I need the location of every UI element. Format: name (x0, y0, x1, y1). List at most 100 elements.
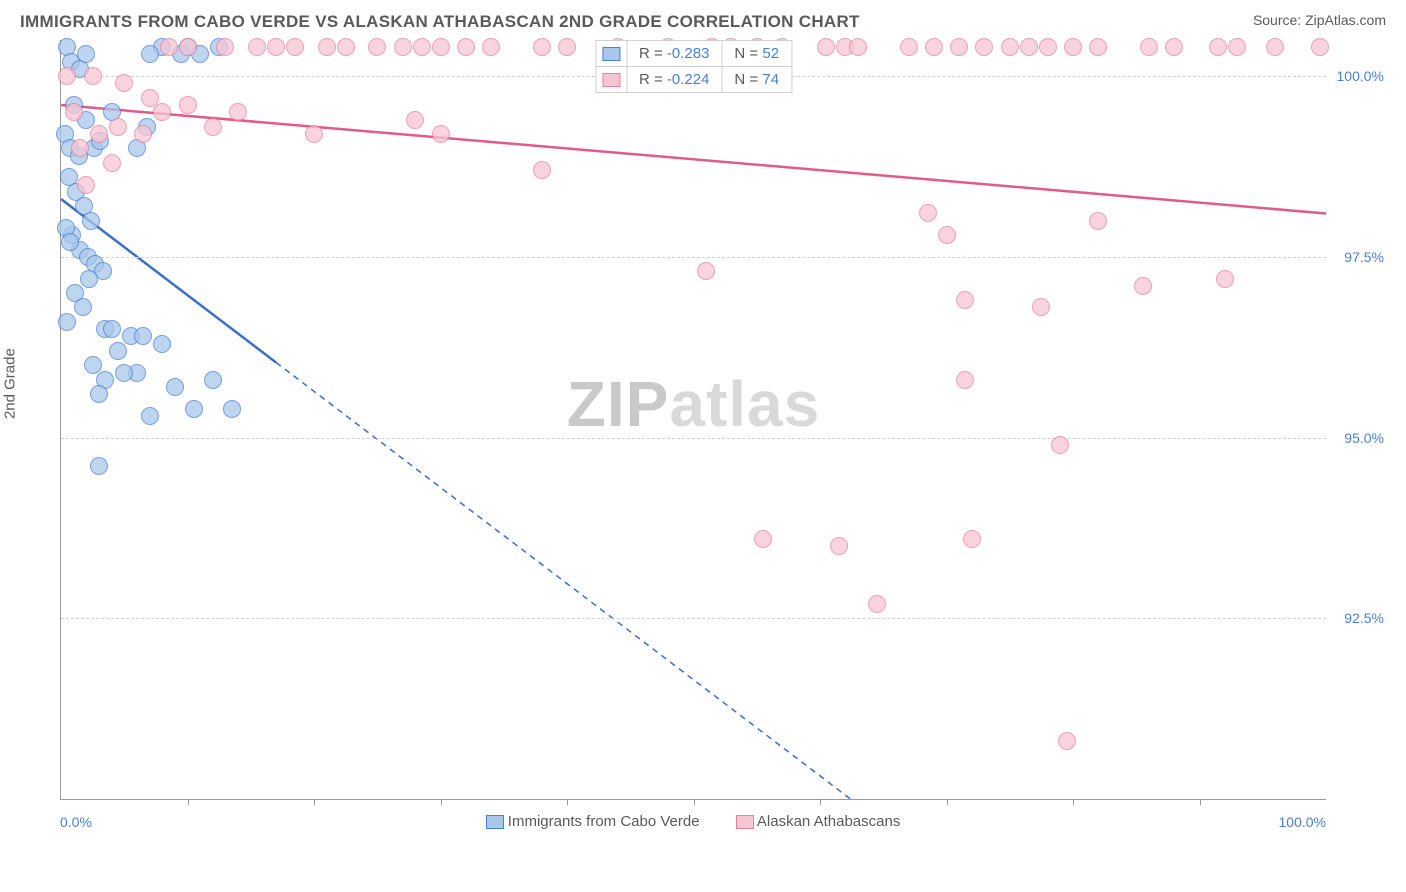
scatter-point (82, 212, 100, 230)
scatter-point (368, 38, 386, 56)
series-legend: Immigrants from Cabo Verde Alaskan Athab… (60, 813, 1326, 830)
x-tick (567, 799, 568, 805)
source-attribution: Source: ZipAtlas.com (1253, 12, 1386, 28)
scatter-point (938, 226, 956, 244)
scatter-point (84, 67, 102, 85)
scatter-point (305, 125, 323, 143)
scatter-point (74, 298, 92, 316)
scatter-point (65, 103, 83, 121)
legend-item: Immigrants from Cabo Verde (486, 813, 700, 830)
scatter-point (1032, 298, 1050, 316)
plot-area: ZIPatlas R = -0.283N = 52R = -0.224N = 7… (60, 40, 1326, 800)
scatter-point (216, 38, 234, 56)
scatter-point (166, 378, 184, 396)
scatter-point (109, 342, 127, 360)
x-tick (188, 799, 189, 805)
scatter-point (558, 38, 576, 56)
trend-lines (61, 40, 1326, 799)
scatter-point (318, 38, 336, 56)
scatter-point (1020, 38, 1038, 56)
scatter-point (817, 38, 835, 56)
scatter-point (956, 291, 974, 309)
scatter-point (153, 335, 171, 353)
scatter-point (830, 537, 848, 555)
scatter-point (394, 38, 412, 56)
scatter-point (109, 118, 127, 136)
scatter-point (1209, 38, 1227, 56)
scatter-point (1134, 277, 1152, 295)
scatter-point (919, 204, 937, 222)
x-tick (314, 799, 315, 805)
chart-title: IMMIGRANTS FROM CABO VERDE VS ALASKAN AT… (20, 12, 860, 32)
y-tick-label: 92.5% (1329, 610, 1384, 626)
scatter-point (160, 38, 178, 56)
x-tick (441, 799, 442, 805)
scatter-point (204, 118, 222, 136)
scatter-point (1058, 732, 1076, 750)
gridline (61, 618, 1326, 619)
scatter-point (457, 38, 475, 56)
watermark: ZIPatlas (567, 367, 820, 441)
legend-item: Alaskan Athabascans (736, 813, 901, 830)
scatter-point (900, 38, 918, 56)
scatter-point (1051, 436, 1069, 454)
scatter-point (337, 38, 355, 56)
scatter-point (80, 270, 98, 288)
scatter-point (1228, 38, 1246, 56)
scatter-point (956, 371, 974, 389)
y-tick-label: 100.0% (1329, 68, 1384, 84)
scatter-point (248, 38, 266, 56)
scatter-point (204, 371, 222, 389)
scatter-point (1266, 38, 1284, 56)
scatter-point (115, 74, 133, 92)
scatter-point (141, 407, 159, 425)
scatter-point (432, 38, 450, 56)
x-tick (1073, 799, 1074, 805)
scatter-point (223, 400, 241, 418)
scatter-point (103, 320, 121, 338)
scatter-point (286, 38, 304, 56)
scatter-point (406, 111, 424, 129)
scatter-point (229, 103, 247, 121)
scatter-point (533, 161, 551, 179)
scatter-point (141, 45, 159, 63)
scatter-point (1140, 38, 1158, 56)
scatter-point (482, 38, 500, 56)
scatter-point (153, 103, 171, 121)
scatter-point (90, 125, 108, 143)
scatter-point (1064, 38, 1082, 56)
x-tick (694, 799, 695, 805)
scatter-point (1089, 212, 1107, 230)
y-axis-title: 2nd Grade (2, 348, 19, 419)
x-tick (820, 799, 821, 805)
scatter-point (697, 262, 715, 280)
scatter-point (77, 45, 95, 63)
scatter-point (1089, 38, 1107, 56)
scatter-point (58, 313, 76, 331)
scatter-point (179, 96, 197, 114)
stats-row: R = -0.283N = 52 (595, 41, 791, 67)
scatter-point (267, 38, 285, 56)
scatter-point (1216, 270, 1234, 288)
scatter-point (179, 38, 197, 56)
scatter-point (1039, 38, 1057, 56)
scatter-point (432, 125, 450, 143)
scatter-point (925, 38, 943, 56)
scatter-point (868, 595, 886, 613)
scatter-point (134, 125, 152, 143)
x-tick (1200, 799, 1201, 805)
scatter-point (1311, 38, 1329, 56)
scatter-point (134, 327, 152, 345)
stats-row: R = -0.224N = 74 (595, 67, 791, 93)
scatter-point (61, 233, 79, 251)
scatter-point (950, 38, 968, 56)
scatter-point (849, 38, 867, 56)
scatter-point (533, 38, 551, 56)
scatter-point (1165, 38, 1183, 56)
scatter-point (1001, 38, 1019, 56)
scatter-point (975, 38, 993, 56)
scatter-point (115, 364, 133, 382)
scatter-point (413, 38, 431, 56)
correlation-stats-box: R = -0.283N = 52R = -0.224N = 74 (595, 40, 792, 93)
gridline (61, 257, 1326, 258)
